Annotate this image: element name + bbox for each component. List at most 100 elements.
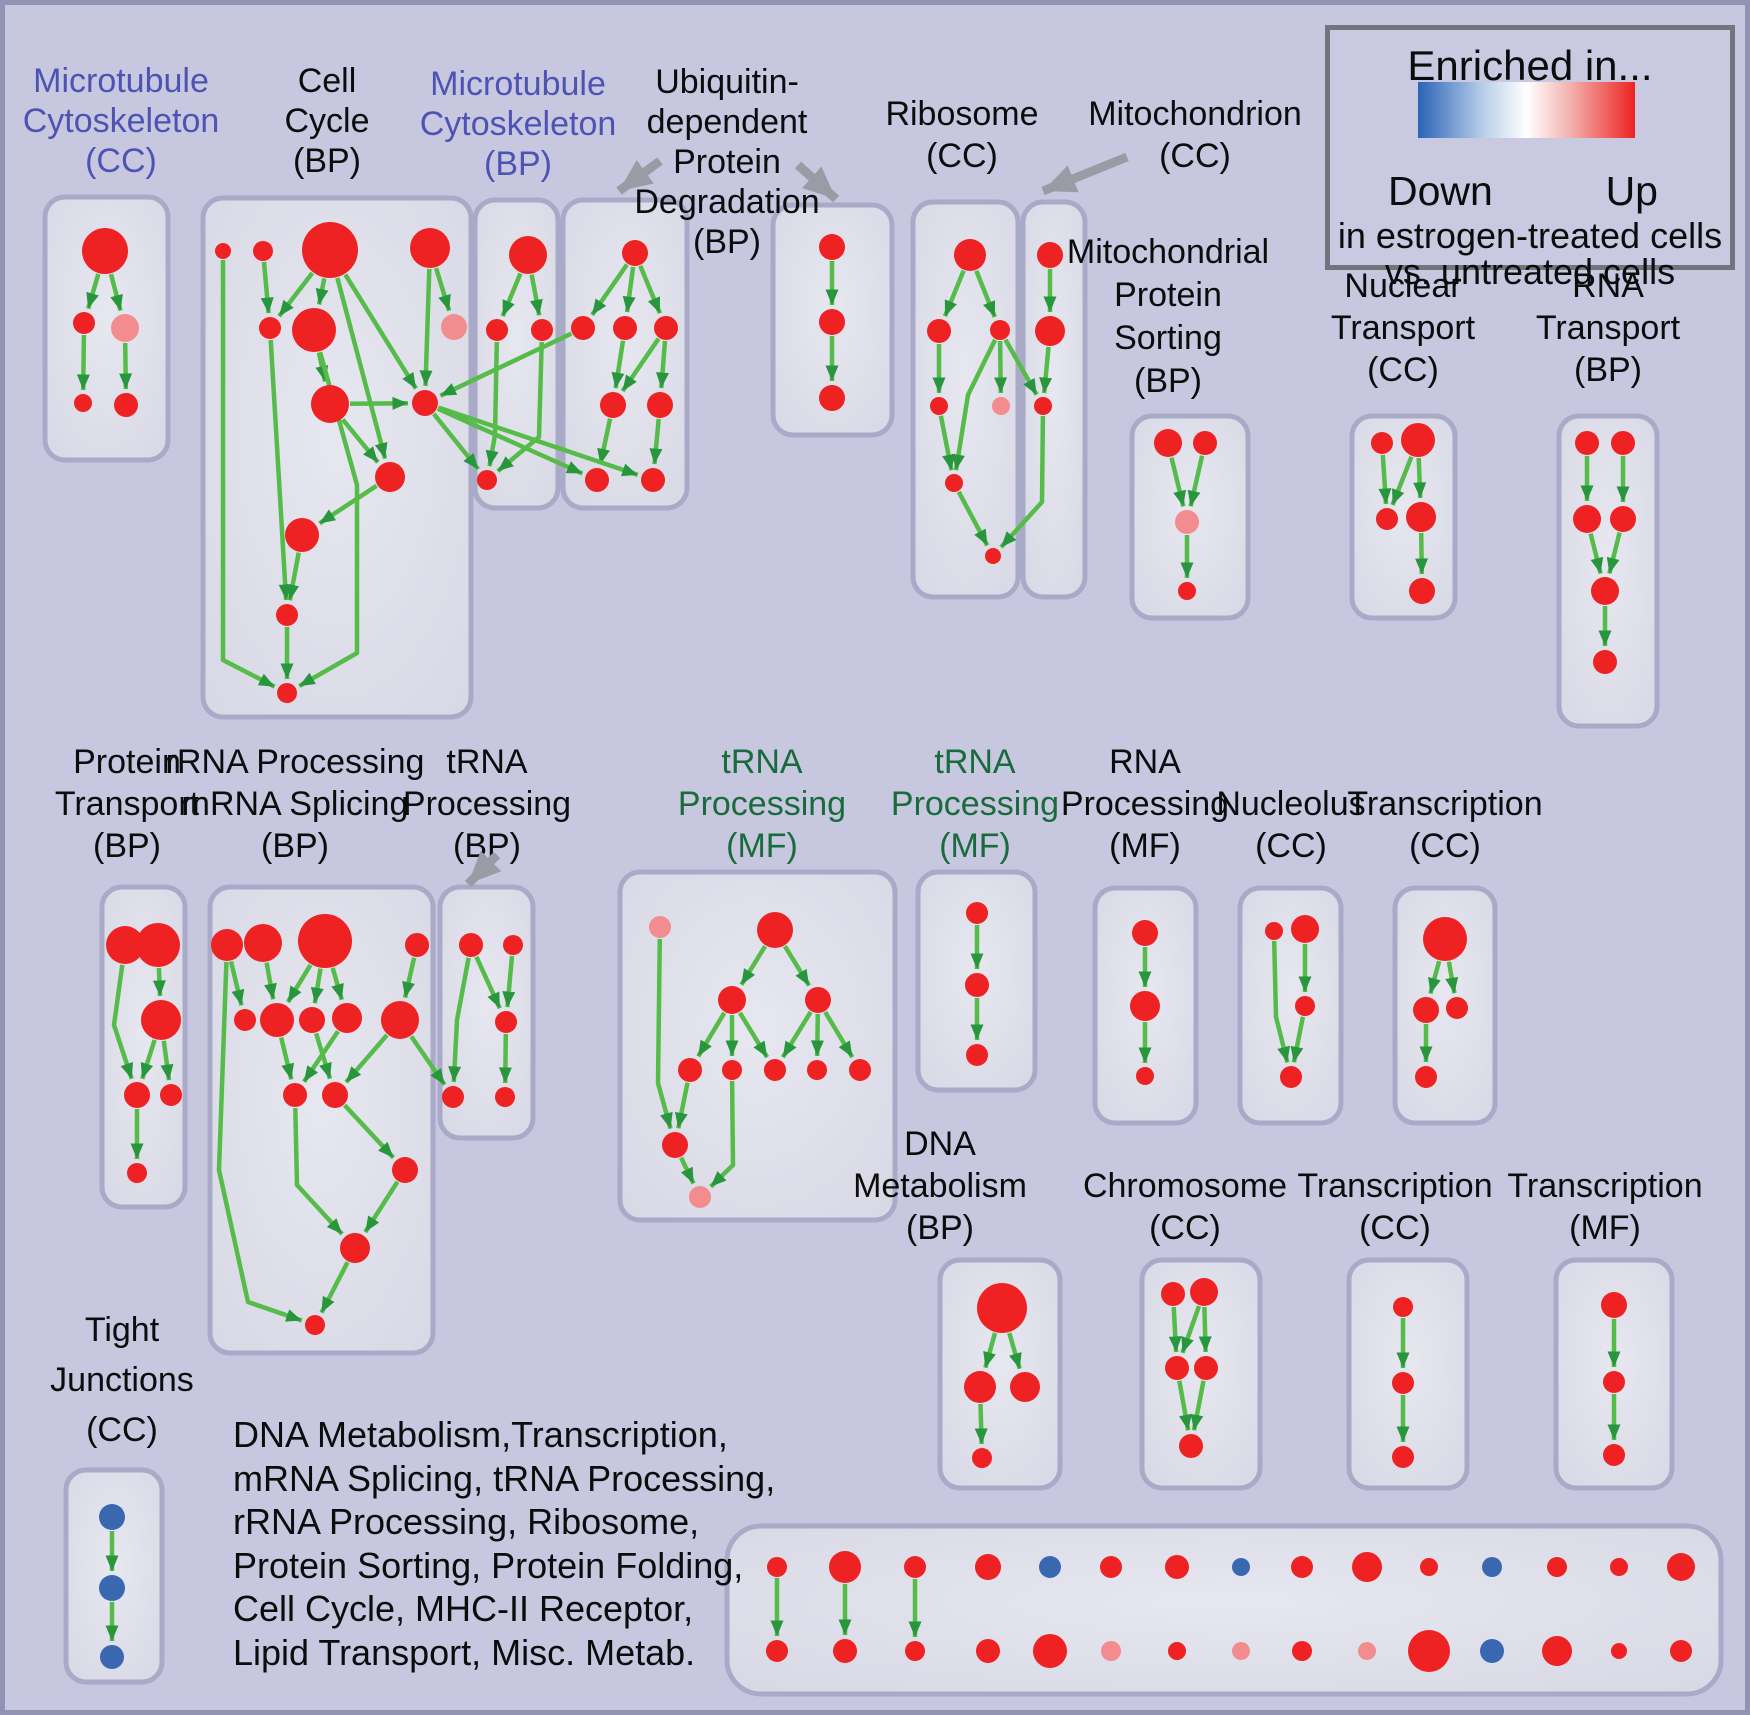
- legend-subline-2: vs. untreated cells: [1384, 251, 1676, 292]
- edge-arrow: [268, 339, 292, 601]
- edge-arrow: [293, 1107, 344, 1236]
- edge-arrow: [938, 415, 955, 471]
- cluster-box-transcription-cc-upper: [1392, 885, 1498, 1126]
- go-term-node-i-m1: [1376, 508, 1398, 530]
- go-term-node-l-t2: [244, 924, 282, 962]
- cluster-label-mitochondrial-protein-sorting-bp: Mitochondrial: [1067, 233, 1269, 271]
- go-term-node-k-t2: [136, 923, 180, 967]
- go-term-node-l-m4: [332, 1003, 362, 1033]
- cluster-label-trna-processing-mf-small: (MF): [939, 827, 1011, 865]
- label-pointer-arrow-icon: [464, 850, 502, 888]
- go-term-node-x-t11: [1420, 1558, 1438, 1576]
- go-term-node-x-b8: [1232, 1642, 1250, 1660]
- go-term-node-a-ml: [73, 312, 95, 334]
- edge-arrow: [433, 267, 452, 312]
- go-term-node-x-b2: [833, 1639, 857, 1663]
- edge-arrow: [1428, 960, 1442, 995]
- label-pointer-arrow-icon: [794, 161, 840, 203]
- cluster-label-rna-processing-mf: (MF): [1109, 827, 1181, 865]
- go-term-node-r-c2: [1446, 997, 1468, 1019]
- cluster-label-nuclear-transport-cc: (CC): [1367, 351, 1439, 389]
- edge-arrow: [1390, 455, 1414, 506]
- cluster-label-protein-transport-bp: (BP): [93, 827, 161, 865]
- label-pointer-arrow-icon: [616, 157, 663, 195]
- go-term-node-v-v2: [1603, 1371, 1625, 1393]
- go-term-node-f-pk: [992, 397, 1010, 415]
- cluster-label-microtubule-cytoskeleton-cc: Microtubule: [33, 62, 209, 100]
- go-term-node-w-w3: [100, 1645, 124, 1669]
- go-term-node-x-b7: [1168, 1642, 1186, 1660]
- edge-arrow: [679, 1156, 696, 1185]
- go-term-node-u-u1: [1393, 1297, 1413, 1317]
- edge-arrow: [974, 269, 997, 318]
- edge-arrow: [152, 967, 166, 997]
- edge-arrow: [108, 273, 123, 312]
- go-term-node-v-v3: [1603, 1444, 1625, 1466]
- go-term-node-w-w2: [99, 1575, 125, 1601]
- edge-arrow: [1606, 532, 1622, 575]
- go-term-node-l-m2: [260, 1003, 294, 1037]
- go-term-node-c-c2: [531, 319, 553, 341]
- edge-arrow: [279, 1036, 294, 1080]
- edge-arrow: [432, 412, 480, 471]
- go-term-node-l-m1: [234, 1009, 256, 1031]
- go-term-node-f-bot: [985, 548, 1001, 564]
- edge-arrow: [310, 968, 324, 1004]
- go-term-node-e-e2: [819, 309, 845, 335]
- cluster-label-dna-metabolism-bp: DNA: [904, 1125, 976, 1163]
- edge-arrow: [1169, 457, 1186, 507]
- edge-arrow: [737, 1011, 770, 1059]
- cluster-label-transcription-cc-upper: (CC): [1409, 827, 1481, 865]
- go-term-node-t-m1: [1165, 1356, 1189, 1380]
- go-term-node-d-m1: [571, 316, 595, 340]
- go-term-node-j-conv: [1591, 577, 1619, 605]
- cluster-label-dna-metabolism-bp: Metabolism: [853, 1167, 1027, 1205]
- cluster-box-nuclear-transport-cc: [1349, 413, 1458, 621]
- go-term-node-m-mid: [495, 1011, 517, 1033]
- edge-arrow: [330, 967, 344, 1001]
- edge-arrow: [590, 263, 629, 317]
- go-term-node-j-bot: [1593, 650, 1617, 674]
- cluster-label-cell-cycle-bp: (BP): [293, 142, 361, 180]
- go-term-node-d-l1: [600, 392, 626, 418]
- cluster-label-dna-metabolism-bp: (BP): [906, 1209, 974, 1247]
- go-term-node-x-b5: [1033, 1634, 1067, 1668]
- edge-arrow: [76, 334, 90, 391]
- go-term-node-l-n: [392, 1157, 418, 1183]
- go-term-node-k-t1: [106, 926, 144, 964]
- cluster-label-rna-processing-mf: RNA: [1109, 743, 1181, 781]
- go-term-node-n-b4: [807, 1060, 827, 1080]
- edge-arrow: [313, 1032, 333, 1080]
- go-term-node-a-pk: [111, 314, 139, 342]
- go-term-node-x-t6: [1100, 1556, 1122, 1578]
- cluster-label-ubiquitin-degradation-bp-left: Degradation: [634, 183, 819, 221]
- cluster-label-chromosome-cc: (CC): [1149, 1209, 1221, 1247]
- go-term-node-n-pb: [689, 1186, 711, 1208]
- cluster-label-nucleolus-cc: (CC): [1255, 827, 1327, 865]
- go-term-node-p-p3: [1136, 1067, 1154, 1085]
- go-term-node-l-t4: [405, 933, 429, 957]
- cluster-label-trna-processing-mf-small: Processing: [891, 785, 1059, 823]
- edge-arrow: [285, 963, 313, 1004]
- edge-arrow: [437, 405, 639, 478]
- go-term-node-j-m1: [1573, 505, 1601, 533]
- cluster-label-nuclear-transport-cc: Transport: [1331, 309, 1476, 347]
- go-term-node-s-bot: [972, 1448, 992, 1468]
- go-term-node-l-t3: [298, 914, 352, 968]
- cluster-label-transcription-cc-lower: (CC): [1359, 1209, 1431, 1247]
- cluster-label-mitochondrial-protein-sorting-bp: Sorting: [1114, 319, 1222, 357]
- go-term-node-t-bot: [1179, 1434, 1203, 1458]
- edge-arrow: [436, 406, 584, 476]
- cluster-label-rrna-processing-mrna-splicing-bp: rRNA Processing: [166, 743, 425, 781]
- edge-arrow: [286, 552, 301, 601]
- edge-arrow: [649, 418, 663, 465]
- edge-arrow: [260, 261, 274, 314]
- go-term-node-o-o3: [966, 1044, 988, 1066]
- go-term-node-r-bot: [1415, 1066, 1437, 1088]
- go-term-node-w-w1: [99, 1504, 125, 1530]
- go-term-node-s-c1: [964, 1371, 996, 1403]
- legend-gradient-bar: [1418, 82, 1635, 138]
- edge-arrow: [974, 1403, 988, 1445]
- go-term-node-x-t5: [1039, 1556, 1061, 1578]
- go-term-node-h-t1: [1154, 429, 1182, 457]
